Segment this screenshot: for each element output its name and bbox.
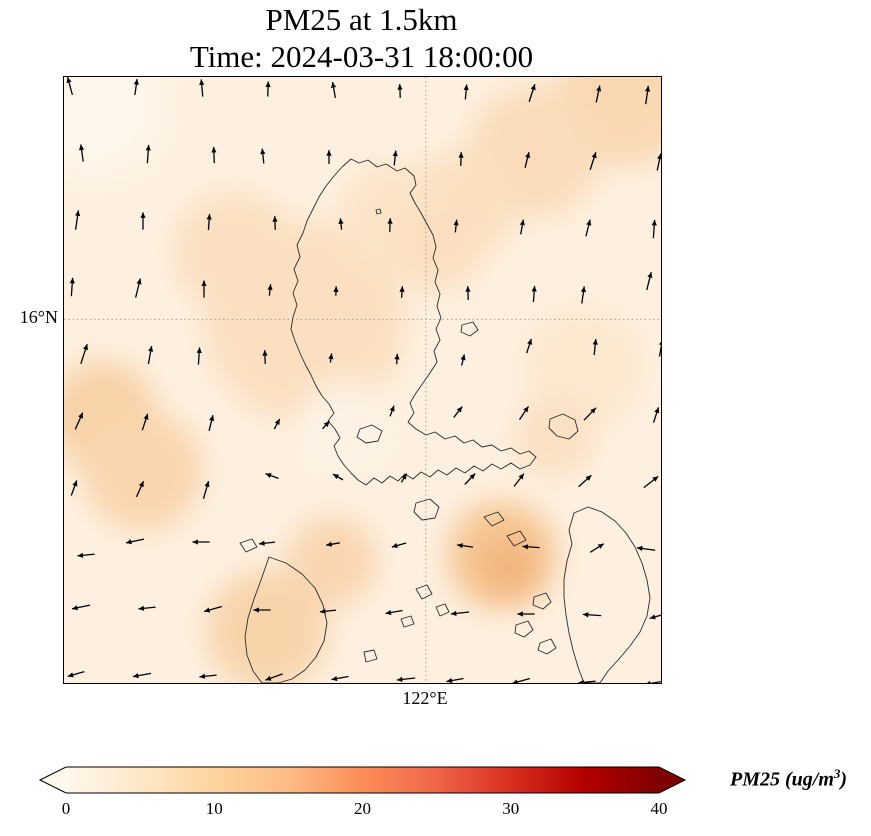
colorbar-label-close: ) bbox=[840, 768, 848, 791]
colorbar-label-exponent: 3 bbox=[833, 766, 841, 781]
pm25-heatmap-quiver-map bbox=[64, 77, 661, 683]
colorbar-tick-label: 40 bbox=[651, 799, 668, 818]
colorbar-tick-label: 0 bbox=[62, 799, 71, 818]
colorbar: 0 10 20 30 40 bbox=[38, 766, 687, 818]
colorbar-tick-label: 20 bbox=[354, 799, 371, 818]
plot-title: PM25 at 1.5km bbox=[265, 2, 458, 37]
colorbar-label: PM25 (ug/m3) bbox=[730, 766, 847, 792]
colorbar-tick-label: 10 bbox=[206, 799, 223, 818]
colorbar-label-text: PM25 (ug/m bbox=[730, 768, 834, 791]
map-plot-area bbox=[63, 76, 662, 684]
colorbar-tick-label: 30 bbox=[502, 799, 519, 818]
plot-time-subtitle: Time: 2024-03-31 18:00:00 bbox=[189, 39, 534, 74]
wind-arrows bbox=[66, 77, 661, 683]
lon-tick-label: 122°E bbox=[402, 688, 448, 708]
lat-tick-label: 16°N bbox=[19, 307, 58, 327]
heatmap-blobs bbox=[64, 77, 661, 683]
colorbar-gradient-bar bbox=[38, 766, 687, 794]
coastlines bbox=[239, 158, 651, 683]
